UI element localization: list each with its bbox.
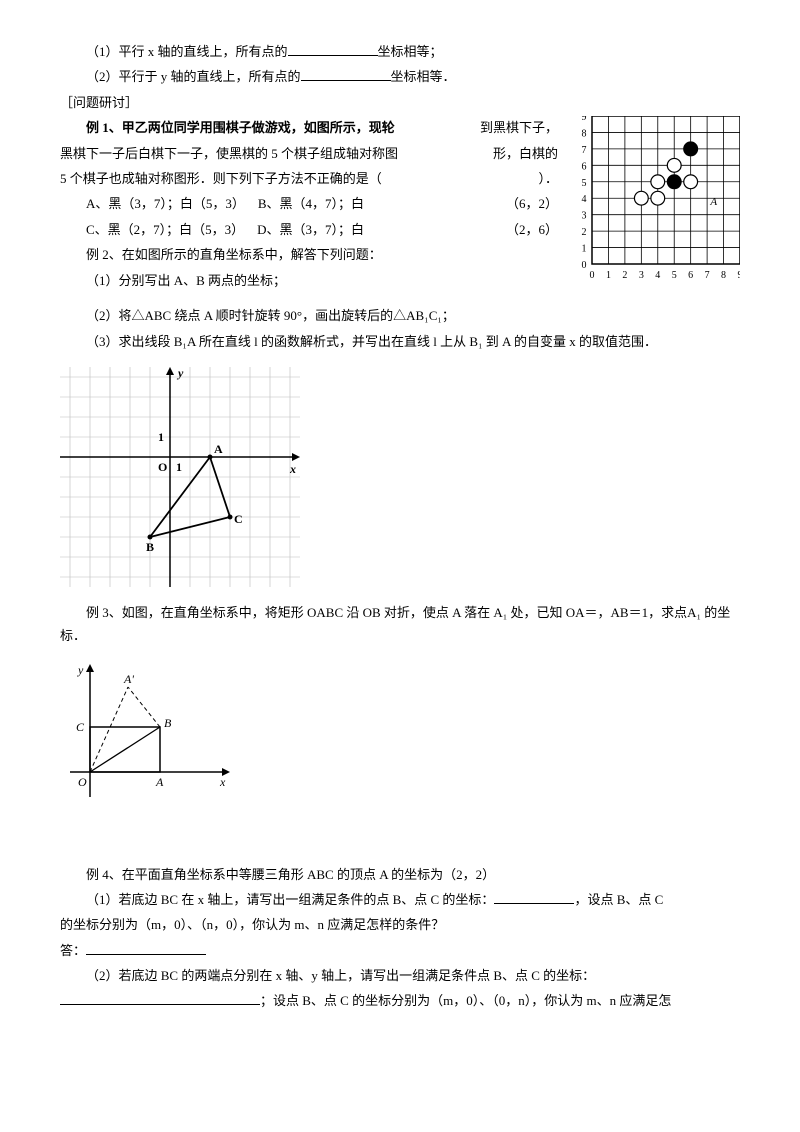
ex1-c2: ）． [538, 167, 558, 190]
ex3: 例 3、如图，在直角坐标系中，将矩形 OABC 沿 OB 对折，使点 A 落在 … [60, 601, 740, 648]
svg-text:O: O [78, 775, 87, 789]
blank-5[interactable] [60, 991, 260, 1005]
svg-text:9: 9 [738, 270, 741, 281]
svg-text:5: 5 [672, 270, 677, 281]
opt-c: C、黑（2，7）；白（5，3） [86, 222, 244, 237]
ex2-3: （3）求出线段 B₁A 所在直线 l 的函数解析式，并写出在直线 l 上从 B₁… [60, 330, 740, 353]
ex1-a2: 到黑棋下子， [454, 116, 558, 139]
svg-text:4: 4 [582, 194, 587, 205]
svg-text:x: x [289, 462, 296, 476]
svg-text:1: 1 [176, 460, 182, 474]
svg-text:O: O [158, 460, 167, 474]
ex1-c: 5 个棋子也成轴对称图形．则下列下子方法不正确的是（ [60, 171, 382, 186]
ex2-2: （2）将△ABC 绕点 A 顺时针旋转 90°，画出旋转后的△AB₁C₁； [60, 304, 740, 327]
svg-text:B: B [164, 716, 172, 730]
line2b: 坐标相等． [391, 69, 456, 84]
blank-3[interactable] [494, 890, 574, 904]
opt-b-pre: B、黑（4，7）；白 [258, 196, 364, 211]
svg-text:y: y [176, 367, 184, 380]
svg-text:8: 8 [582, 129, 587, 140]
svg-text:6: 6 [688, 270, 693, 281]
svg-text:A: A [155, 775, 164, 789]
ex1-b2: 形，白棋的 [493, 142, 558, 165]
svg-text:0: 0 [590, 270, 595, 281]
opt-d-pre: D、黑（3，7）；白 [257, 222, 364, 237]
svg-text:1: 1 [606, 270, 611, 281]
svg-text:C: C [234, 512, 243, 526]
blank-1[interactable] [288, 42, 378, 56]
go-board-figure: 00112233445566778899A [570, 116, 740, 296]
svg-text:7: 7 [705, 270, 710, 281]
svg-text:A: A [709, 196, 717, 208]
svg-text:3: 3 [639, 270, 644, 281]
opt-a: A、黑（3，7）；白（5，3） [86, 196, 245, 211]
ex4-1a: （1）若底边 BC 在 x 轴上，请写出一组满足条件的点 B、点 C 的坐标： [86, 892, 494, 907]
svg-text:C: C [76, 720, 85, 734]
svg-text:3: 3 [582, 211, 587, 222]
svg-text:1: 1 [158, 430, 164, 444]
svg-text:6: 6 [582, 162, 587, 173]
ex4-1b: ，设点 B、点 C [574, 892, 663, 907]
svg-text:2: 2 [582, 227, 587, 238]
svg-text:B: B [146, 540, 154, 554]
ex4-1c: 的坐标分别为（m，0）、（n，0），你认为 m、n 应满足怎样的条件？ [60, 913, 740, 936]
svg-text:x: x [219, 775, 226, 789]
rectangle-fold-figure: O A B C A' x y [60, 662, 740, 802]
svg-text:y: y [77, 663, 84, 677]
svg-text:0: 0 [582, 260, 587, 271]
ex4-ans: 答： [60, 943, 86, 958]
svg-text:9: 9 [582, 116, 587, 123]
svg-text:4: 4 [655, 270, 660, 281]
svg-text:5: 5 [582, 178, 587, 189]
ex4-2b: ；设点 B、点 C 的坐标分别为（m，0）、（0，n），你认为 m、n 应满足怎 [260, 993, 671, 1008]
svg-text:A': A' [123, 672, 134, 686]
line2: （2）平行于 y 轴的直线上，所有点的 [86, 69, 301, 84]
opt-d-suf: （2，6） [480, 218, 558, 241]
line1: （1）平行 x 轴的直线上，所有点的 [86, 44, 288, 59]
ex4-2a: （2）若底边 BC 的两端点分别在 x 轴、y 轴上，请写出一组满足条件点 B、… [60, 964, 740, 987]
ex4-intro: 例 4、在平面直角坐标系中等腰三角形 ABC 的顶点 A 的坐标为（2，2） [60, 863, 740, 886]
blank-2[interactable] [301, 67, 391, 81]
svg-text:1: 1 [582, 244, 587, 255]
ex1-b: 黑棋下一子后白棋下一子，使黑棋的 5 个棋子组成轴对称图 [60, 146, 398, 161]
ex1-a: 例 1、甲乙两位同学用围棋子做游戏，如图所示，现轮 [86, 120, 395, 135]
heading-discussion: ［问题研讨］ [60, 91, 740, 114]
line1b: 坐标相等； [378, 44, 443, 59]
svg-text:A: A [214, 442, 223, 456]
opt-b-suf: （6，2） [480, 192, 558, 215]
coordinate-grid-figure: O11xyABC [60, 367, 740, 587]
svg-text:7: 7 [582, 145, 587, 156]
svg-text:8: 8 [721, 270, 726, 281]
blank-4[interactable] [86, 941, 206, 955]
svg-text:2: 2 [622, 270, 627, 281]
